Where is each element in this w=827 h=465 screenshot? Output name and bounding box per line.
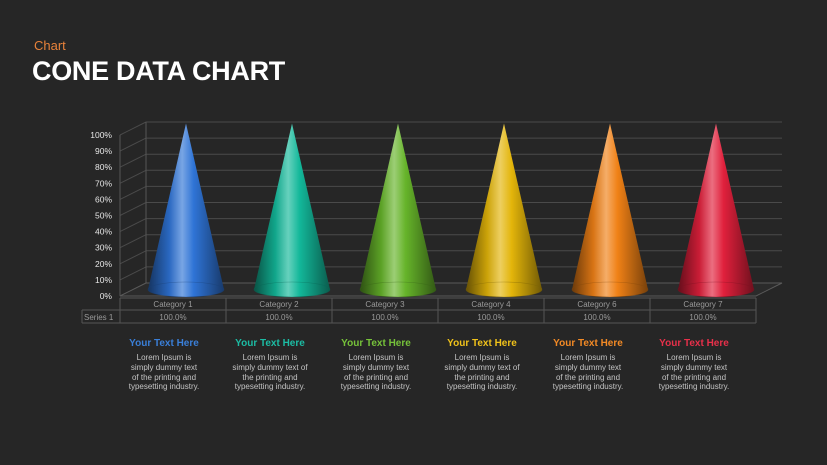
gridline-depth [119, 234, 147, 249]
x-tick-label: Category 7 [683, 300, 723, 309]
cone [148, 123, 224, 298]
data-table: Series 1 Category 1 100.0% Category 2 100.0%… [81, 297, 757, 324]
cone-base [359, 281, 437, 298]
y-tick-label: 60% [95, 194, 112, 204]
gridline-depth [119, 250, 147, 265]
data-label: 100.0% [477, 313, 504, 322]
description-item: Your Text Here Lorem Ipsum is simply dummy… [536, 338, 640, 392]
cone [466, 123, 542, 298]
gridline-depth [119, 202, 147, 216]
description-body: Lorem Ipsum is simply dummy text of the pr… [128, 353, 200, 392]
description-heading: Your Text Here [235, 338, 305, 349]
x-tick-label: Category 2 [259, 300, 299, 309]
description-body: Lorem Ipsum is simply dummy text of the pr… [552, 353, 624, 392]
cone-base [571, 281, 649, 298]
y-tick-label: 0% [100, 291, 113, 301]
cone-base [253, 281, 331, 298]
description-body: Lorem Ipsum is simply dummy text of the pr… [658, 353, 730, 392]
x-tick-label: Category 1 [153, 300, 193, 309]
cone [360, 123, 436, 298]
description-body: Lorem Ipsum is simply dummy text of the pr… [232, 353, 308, 392]
series-label: Series 1 [84, 313, 114, 322]
data-label: 100.0% [371, 313, 398, 322]
y-tick-label: 100% [90, 130, 112, 140]
cone-series [147, 123, 755, 298]
cone [254, 123, 330, 298]
y-tick-label: 90% [95, 146, 112, 156]
description-item: Your Text Here Lorem Ipsum is simply dummy… [218, 338, 322, 392]
data-label: 100.0% [159, 313, 186, 322]
slide-eyebrow: Chart [34, 38, 66, 53]
description-heading: Your Text Here [129, 338, 199, 349]
description-item: Your Text Here Lorem Ipsum is simply dummy… [430, 338, 534, 392]
gridline-depth [119, 169, 147, 184]
description-item: Your Text Here Lorem Ipsum is simply dummy… [324, 338, 428, 392]
cone [572, 123, 648, 298]
data-label: 100.0% [583, 313, 610, 322]
gridline-depth [119, 185, 147, 200]
y-tick-label: 10% [95, 275, 112, 285]
description-heading: Your Text Here [659, 338, 729, 349]
slide-title: CONE DATA CHART [32, 56, 285, 86]
y-tick-label: 50% [95, 211, 112, 221]
description-item: Your Text Here Lorem Ipsum is simply dummy… [112, 338, 216, 392]
description-body: Lorem Ipsum is simply dummy text of the pr… [340, 353, 412, 392]
cone-base [465, 281, 543, 298]
gridline-depth [119, 153, 147, 168]
description-heading: Your Text Here [341, 338, 411, 349]
description-heading: Your Text Here [553, 338, 623, 349]
cone-base [677, 281, 755, 298]
description-item: Your Text Here Lorem Ipsum is simply dummy… [642, 338, 746, 392]
gridline-depth [119, 266, 147, 281]
cone [678, 123, 754, 298]
description-heading: Your Text Here [447, 338, 517, 349]
gridline-depth [119, 137, 147, 152]
y-tick-label: 30% [95, 243, 112, 253]
data-label: 100.0% [689, 313, 716, 322]
data-label: 100.0% [265, 313, 292, 322]
y-tick-label: 70% [95, 178, 112, 188]
gridline-depth [119, 121, 147, 136]
gridline-depth [119, 218, 147, 233]
cone-base [147, 281, 225, 298]
y-tick-label: 40% [95, 227, 112, 237]
y-tick-label: 80% [95, 162, 112, 172]
x-tick-label: Category 4 [471, 300, 511, 309]
description-body: Lorem Ipsum is simply dummy text of the pr… [444, 353, 520, 392]
y-axis: 0% 10% 20% 30% 40% 50% 60% 70% 80% 90% 100% [90, 130, 112, 301]
x-tick-label: Category 3 [365, 300, 405, 309]
x-tick-label: Category 6 [577, 300, 617, 309]
y-tick-label: 20% [95, 259, 112, 269]
